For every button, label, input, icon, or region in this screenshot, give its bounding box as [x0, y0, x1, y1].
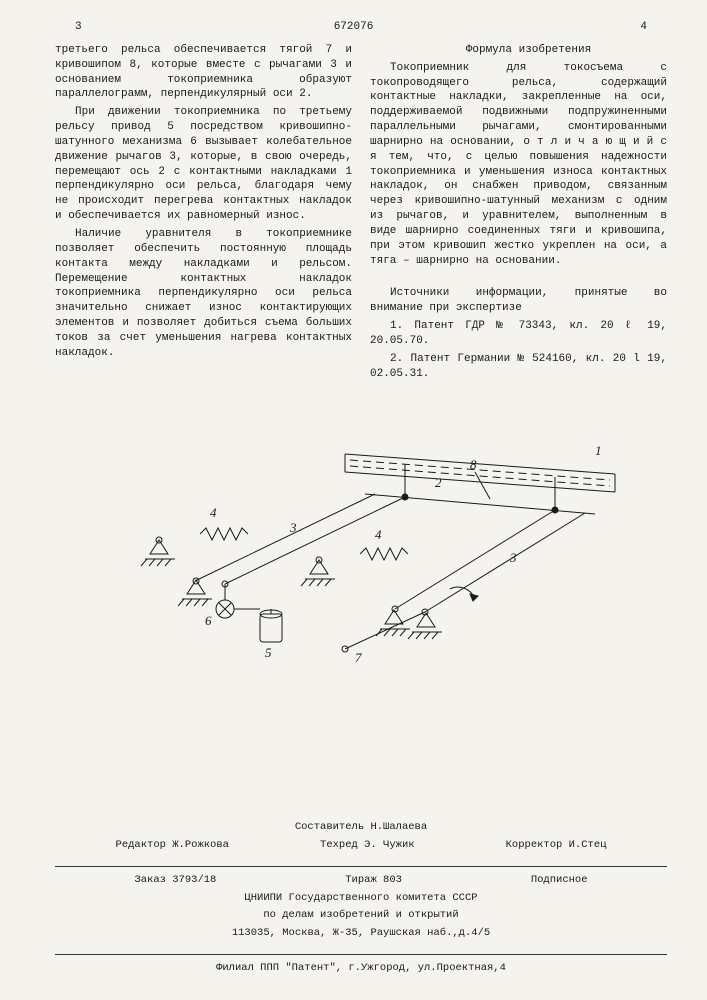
claim-title: Формула изобретения [370, 43, 667, 58]
col-num-right: 4 [640, 20, 647, 35]
source-item: 1. Патент ГДР № 73343, кл. 20 ℓ 19, 20.0… [370, 319, 667, 349]
tirazh: Тираж 803 [345, 873, 402, 889]
separator [55, 954, 667, 955]
order-num: Заказ 3793/18 [134, 873, 216, 889]
source-item: 2. Патент Германии № 524160, кл. 20 l 19… [370, 352, 667, 382]
subscription: Подписное [531, 873, 588, 889]
diagram-label-4b: 4 [375, 526, 382, 544]
corrector: Корректор И.Стец [506, 838, 607, 854]
footer-block: Составитель Н.Шалаева Редактор Ж.Рожкова… [55, 820, 667, 976]
editor: Редактор Ж.Рожкова [116, 838, 229, 854]
col-num-left: 3 [75, 20, 82, 35]
org-line-2: по делам изобретений и открытий [55, 908, 667, 924]
para: третьего рельса обеспечивается тягой 7 и… [55, 43, 352, 102]
diagram-label-7: 7 [355, 649, 362, 667]
diagram-label-2: 2 [435, 474, 442, 492]
diagram-label-3b: 3 [510, 549, 517, 567]
mechanism-diagram: 1 2 3 3 4 4 5 6 7 8 [55, 414, 667, 674]
diagram-label-4: 4 [210, 504, 217, 522]
right-column: Формула изобретения Токоприемник для ток… [370, 43, 667, 385]
claim-text: Токоприемник для токосъема с токопроводя… [370, 61, 667, 269]
diagram-label-1: 1 [595, 442, 602, 460]
diagram-label-8: 8 [470, 456, 477, 474]
diagram-label-3: 3 [290, 519, 297, 537]
diagram-label-6: 6 [205, 612, 212, 630]
address-line: 113035, Москва, Ж-35, Раушская наб.,д.4/… [55, 926, 667, 942]
branch-line: Филиал ППП "Патент", г.Ужгород, ул.Проек… [55, 961, 667, 977]
org-line-1: ЦНИИПИ Государственного комитета СССР [55, 891, 667, 907]
sources-title: Источники информации, принятые во вниман… [370, 286, 667, 316]
para: При движении токоприемника по третьему р… [55, 105, 352, 224]
diagram-label-5: 5 [265, 644, 272, 662]
patent-number: 672076 [334, 20, 374, 35]
diagram-svg [55, 414, 655, 674]
separator [55, 866, 667, 867]
left-column: третьего рельса обеспечивается тягой 7 и… [55, 43, 352, 385]
compiler-line: Составитель Н.Шалаева [55, 820, 667, 836]
para: Наличие уравнителя в токоприемнике позво… [55, 227, 352, 361]
techred: Техред Э. Чужик [320, 838, 415, 854]
